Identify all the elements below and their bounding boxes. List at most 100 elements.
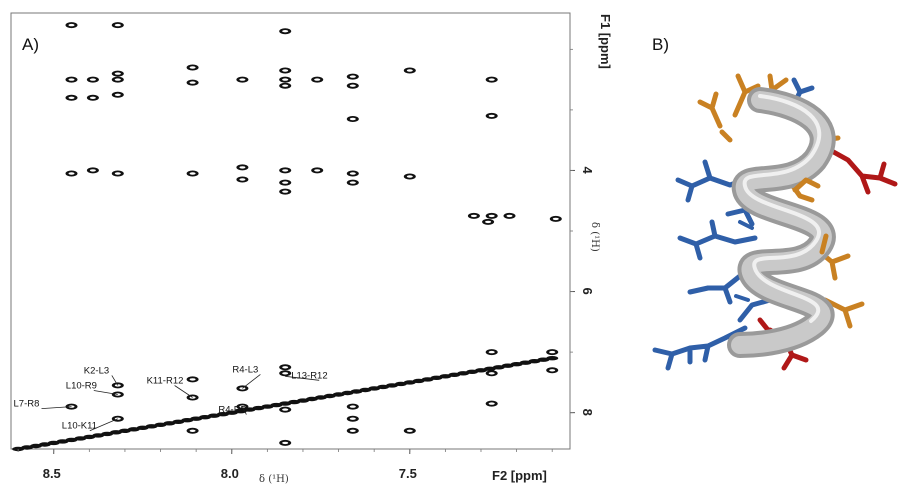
diagonal-peak <box>38 442 51 447</box>
x-axis-symbol: δ (¹H) <box>259 474 289 485</box>
cross-peak-contour <box>239 166 246 169</box>
y-tick-label: 4 <box>580 166 595 174</box>
x-axis-ticks: 8.5 8.0 7.5 <box>17 449 553 481</box>
cross-peak-contour <box>189 429 196 432</box>
diagonal-peak <box>101 431 114 437</box>
y-tick-label: 6 <box>580 288 595 295</box>
diagonal-peak <box>172 419 185 424</box>
diagonal-peak <box>314 395 327 400</box>
diagonal-peak <box>92 433 105 438</box>
diagonal-peak <box>207 413 220 418</box>
cross-peak-contour <box>485 220 492 224</box>
diagonal-peak <box>136 425 149 430</box>
diagonal-peak <box>492 365 505 370</box>
y-axis-ticks: 4 6 8 <box>570 48 595 416</box>
diagonal-peak <box>181 418 194 423</box>
annotation-leader <box>41 406 72 409</box>
cross-peak-contour <box>349 417 356 420</box>
noesy-spectrum: K2-L3 L10-R9 L7-R8 L10-K11 K11-R12 R4-L3 R4-R5… <box>10 12 613 485</box>
cross-peak-contour <box>349 405 356 408</box>
diagonal-peak <box>29 443 42 449</box>
cross-peak-contour <box>314 78 321 81</box>
cross-peak-contour <box>549 350 556 354</box>
cross-peak-contour <box>189 66 196 69</box>
blue-front-chains <box>734 220 754 302</box>
cross-peak-contour <box>349 181 356 184</box>
cross-peak-contour <box>68 405 75 408</box>
cross-peak-contour <box>239 178 246 181</box>
cross-peak-contour <box>114 23 121 27</box>
cross-peak-contour <box>488 114 495 118</box>
cross-peak-contour <box>282 169 289 172</box>
annotation-leader <box>285 375 320 381</box>
diagonal-peak <box>448 372 461 377</box>
peak-annotation-label: L7-R8 <box>14 399 40 410</box>
peak-annotations: K2-L3 L10-R9 L7-R8 L10-K11 K11-R12 R4-L3 R4-R5… <box>14 364 328 431</box>
x-tick-label: 8.0 <box>221 466 239 481</box>
diagonal-peak <box>519 360 532 365</box>
x-tick-label: 8.5 <box>43 466 61 481</box>
cross-peak-contour <box>406 69 413 72</box>
cross-peak-contour <box>189 81 196 84</box>
peak-annotation-label: L10-R9 <box>66 381 97 392</box>
diagonal-peak <box>65 437 78 443</box>
diagonal-peak <box>546 356 559 361</box>
orange-front-chains <box>792 177 829 255</box>
annotation-leader <box>111 375 119 386</box>
cross-peak-contour <box>68 96 75 100</box>
cross-peak-contour <box>488 372 495 375</box>
annotation-leader <box>242 374 261 389</box>
annotation-leader <box>89 418 118 432</box>
diagonal-peak <box>270 402 283 408</box>
diagonal-peak <box>47 440 60 446</box>
annotation-leader <box>242 406 247 415</box>
peak-annotation-label: K11-R12 <box>147 376 184 387</box>
peak-annotation-label: L13-R12 <box>291 370 327 381</box>
diagonal-peak <box>163 421 176 426</box>
cross-peak-contour <box>552 217 559 221</box>
x-axis-title: F2 [ppm] <box>492 468 547 483</box>
cross-peak-contour <box>239 405 246 408</box>
peak-annotation-label: R4-R5 <box>218 405 245 416</box>
diagonal-peak <box>74 436 87 441</box>
cross-peak-contour <box>282 69 289 72</box>
panel-a-label: A) <box>22 35 39 54</box>
cross-peak-contour <box>406 175 413 178</box>
cross-peak-contour <box>349 84 356 87</box>
blue-side-chains <box>652 77 815 371</box>
cross-peak-contour <box>239 78 246 81</box>
cross-peak-contour <box>349 429 356 432</box>
peak-annotation-label: R4-L3 <box>232 364 258 375</box>
diagonal-peak <box>403 380 416 385</box>
helix-ribbon <box>727 87 836 358</box>
cross-peak-contour <box>68 172 75 175</box>
y-tick-label: 8 <box>580 409 595 416</box>
diagonal-peak <box>421 377 434 382</box>
diagonal-peak <box>118 428 131 433</box>
cross-peak-contour <box>189 172 196 175</box>
cross-peak-contour <box>114 72 121 75</box>
cross-peak-contour <box>349 172 356 175</box>
cross-peak-contour <box>282 190 289 193</box>
cross-peak-contour <box>114 78 121 81</box>
diagonal-peak <box>510 362 523 367</box>
cross-peak-contour <box>488 78 495 81</box>
diagonal-peak <box>56 439 69 444</box>
cross-peak-contour <box>189 378 196 381</box>
diagonal-peak <box>359 387 372 393</box>
cross-peak-contour <box>89 169 96 172</box>
cross-peak-contour <box>282 30 289 33</box>
x-tick-label: 7.5 <box>399 466 417 481</box>
cross-peak-contour <box>314 169 321 172</box>
cross-peak-contour <box>114 93 121 97</box>
cross-peaks <box>65 22 562 446</box>
peak-annotation-label: K2-L3 <box>84 365 109 376</box>
cross-peak-contour <box>68 78 75 81</box>
cross-peak-contour <box>89 96 96 100</box>
cross-peak-contour <box>506 214 513 218</box>
cross-peak-contour <box>282 181 289 184</box>
y-axis-symbol: δ (¹H) <box>589 222 600 252</box>
diagonal-peak <box>110 430 122 435</box>
annotation-leader <box>93 390 118 395</box>
cross-peak-contour <box>488 402 495 405</box>
